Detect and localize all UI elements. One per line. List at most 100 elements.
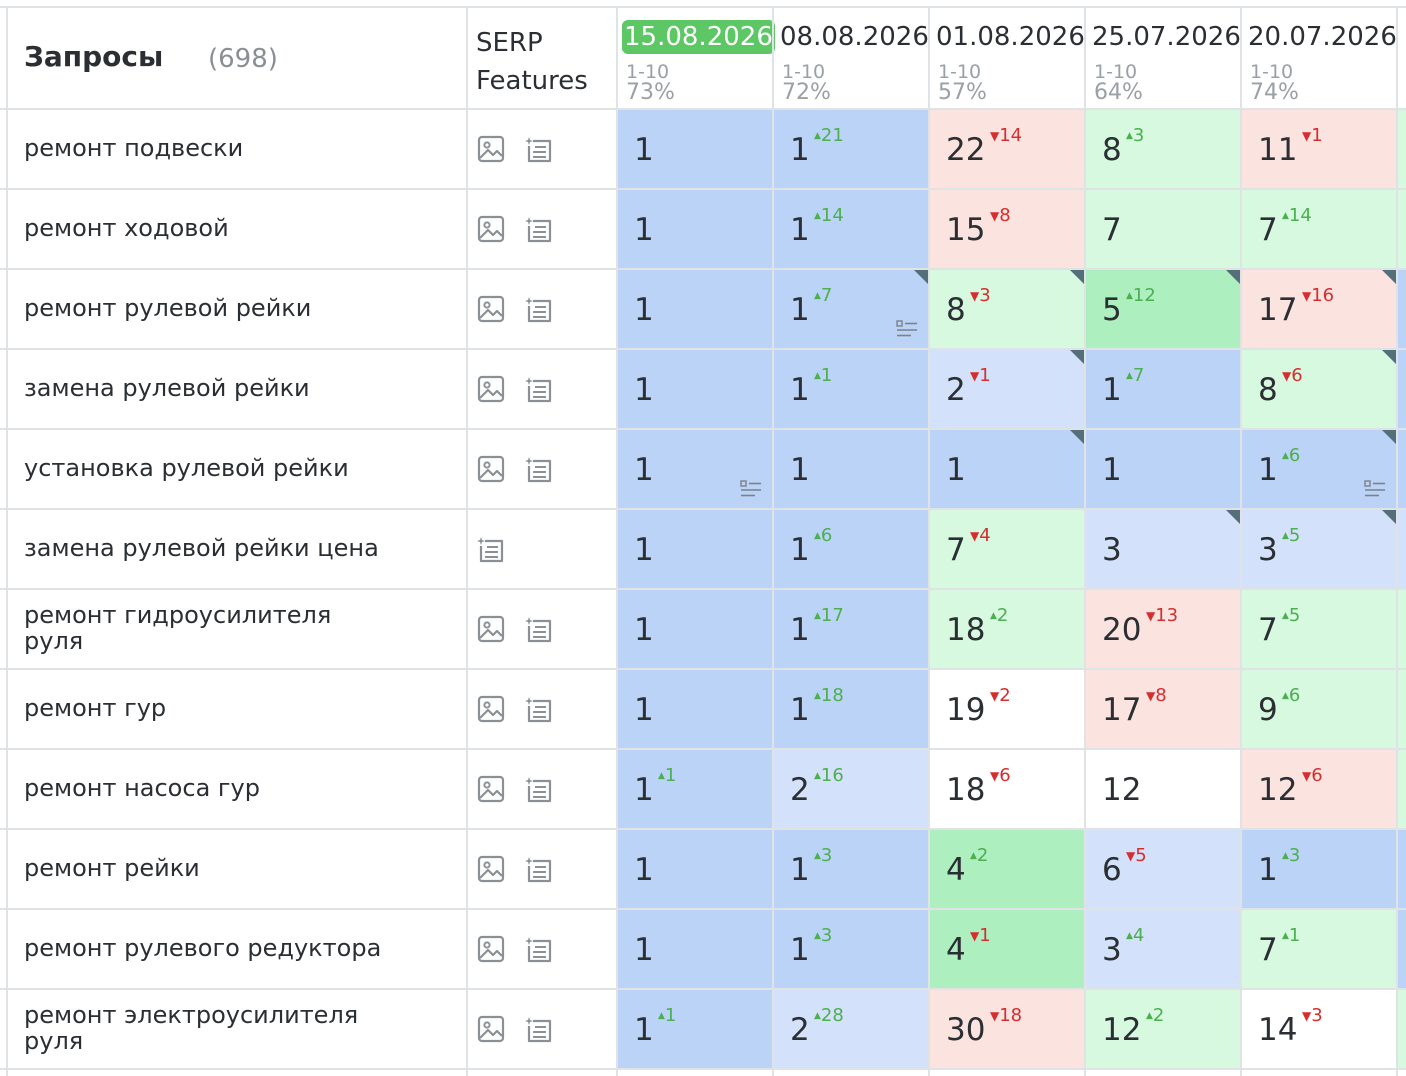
rank-cell[interactable]: [930, 588, 1084, 668]
rank-cell[interactable]: [618, 508, 772, 588]
query-text[interactable]: ремонт ходовой: [24, 214, 229, 242]
rank-cell[interactable]: [930, 988, 1084, 1068]
query-text[interactable]: ремонт гидроусилителя руля: [24, 602, 331, 654]
notes-corner-icon[interactable]: [1380, 508, 1396, 524]
rank-cell[interactable]: [930, 188, 1084, 268]
rank-cell[interactable]: [774, 988, 928, 1068]
rank-value: 1: [790, 212, 810, 248]
rank-cell[interactable]: [1086, 348, 1240, 428]
rank-cell[interactable]: [1242, 188, 1396, 268]
rank-cell[interactable]: [1242, 348, 1396, 428]
rank-cell[interactable]: [1242, 908, 1396, 988]
column-divider: [1084, 8, 1086, 1076]
rank-cell[interactable]: [1086, 188, 1240, 268]
rank-cell[interactable]: [930, 428, 1084, 508]
rank-cell[interactable]: [1242, 988, 1396, 1068]
notes-corner-icon[interactable]: [1380, 268, 1396, 284]
column-date-2[interactable]: 01.08.2026: [936, 22, 1085, 52]
notes-corner-icon[interactable]: [1068, 348, 1084, 364]
rank-change-up: ▲3: [1126, 127, 1144, 145]
rank-cell[interactable]: [1086, 268, 1240, 348]
rank-cell[interactable]: [774, 428, 928, 508]
query-text[interactable]: замена рулевой рейки цена: [24, 534, 379, 562]
rank-cell[interactable]: [774, 828, 928, 908]
rank-cell[interactable]: [930, 268, 1084, 348]
rank-cell[interactable]: [930, 748, 1084, 828]
rank-cell[interactable]: [618, 908, 772, 988]
rank-cell[interactable]: [1086, 588, 1240, 668]
rank-cell[interactable]: [774, 348, 928, 428]
notes-corner-icon[interactable]: [912, 268, 928, 284]
rank-cell[interactable]: [618, 268, 772, 348]
rank-change-down: ▼3: [970, 287, 991, 305]
column-date-3[interactable]: 25.07.2026: [1092, 22, 1241, 52]
rank-change-value: 14: [820, 205, 844, 226]
rank-value: 18: [946, 772, 986, 808]
rank-cell[interactable]: [618, 428, 772, 508]
rank-cell[interactable]: [774, 668, 928, 748]
query-text[interactable]: ремонт рейки: [24, 854, 200, 882]
rank-cell[interactable]: [1242, 108, 1396, 188]
rank-cell[interactable]: [618, 588, 772, 668]
rank-cell[interactable]: [930, 908, 1084, 988]
arrow-up-icon: ▲: [990, 611, 997, 621]
rank-change-down: ▼8: [990, 207, 1011, 225]
query-text[interactable]: ремонт насоса гур: [24, 774, 260, 802]
rank-cell[interactable]: [774, 508, 928, 588]
rank-cell[interactable]: [774, 268, 928, 348]
query-text[interactable]: ремонт подвески: [24, 134, 244, 162]
rank-change-value: 6: [1288, 445, 1301, 466]
rank-cell[interactable]: [1086, 828, 1240, 908]
column-date-1[interactable]: 08.08.2026: [780, 22, 929, 52]
rank-cell[interactable]: [930, 348, 1084, 428]
rank-cell[interactable]: [1242, 748, 1396, 828]
query-text[interactable]: замена рулевой рейки: [24, 374, 310, 402]
notes-corner-icon[interactable]: [1224, 508, 1240, 524]
rank-cell[interactable]: [774, 188, 928, 268]
query-text[interactable]: ремонт гур: [24, 694, 167, 722]
column-date-4[interactable]: 20.07.2026: [1248, 22, 1397, 52]
query-text[interactable]: ремонт рулевой рейки: [24, 294, 312, 322]
rank-cell[interactable]: [930, 508, 1084, 588]
rank-cell[interactable]: [1242, 828, 1396, 908]
rank-cell[interactable]: [774, 588, 928, 668]
rank-change-up: ▲1: [1282, 927, 1300, 945]
rank-cell[interactable]: [1086, 988, 1240, 1068]
rank-cell[interactable]: [618, 828, 772, 908]
rank-cell[interactable]: [1242, 588, 1396, 668]
rank-cell[interactable]: [618, 348, 772, 428]
header-queries-title[interactable]: Запросы: [24, 40, 164, 73]
rank-cell[interactable]: [618, 988, 772, 1068]
rank-cell[interactable]: [1086, 908, 1240, 988]
query-text[interactable]: ремонт электроусилителя руля: [24, 1002, 358, 1054]
notes-corner-icon[interactable]: [1068, 428, 1084, 444]
column-date-0[interactable]: 15.08.2026: [622, 20, 775, 54]
rank-change-up: ▲12: [1126, 287, 1156, 305]
rank-change-up: ▲18: [814, 687, 844, 705]
rank-cell[interactable]: [618, 668, 772, 748]
rank-cell[interactable]: [1242, 508, 1396, 588]
notes-corner-icon[interactable]: [1380, 348, 1396, 364]
rank-cell[interactable]: [618, 188, 772, 268]
rank-cell[interactable]: [1086, 508, 1240, 588]
notes-corner-icon[interactable]: [1068, 268, 1084, 284]
rank-cell[interactable]: [774, 108, 928, 188]
rank-cell[interactable]: [930, 108, 1084, 188]
rank-cell[interactable]: [930, 668, 1084, 748]
rank-cell[interactable]: [618, 748, 772, 828]
query-text[interactable]: ремонт рулевого редуктора: [24, 934, 382, 962]
rank-cell[interactable]: [1242, 268, 1396, 348]
notes-corner-icon[interactable]: [1380, 428, 1396, 444]
rank-cell[interactable]: [1086, 108, 1240, 188]
rank-cell[interactable]: [1086, 428, 1240, 508]
rank-cell[interactable]: [930, 828, 1084, 908]
notes-corner-icon[interactable]: [1224, 268, 1240, 284]
rank-cell[interactable]: [1242, 668, 1396, 748]
rank-cell[interactable]: [774, 908, 928, 988]
rank-cell[interactable]: [1086, 668, 1240, 748]
query-text[interactable]: установка рулевой рейки: [24, 454, 349, 482]
rank-cell[interactable]: [1086, 748, 1240, 828]
rank-cell[interactable]: [774, 748, 928, 828]
rank-cell[interactable]: [1242, 428, 1396, 508]
rank-cell[interactable]: [618, 108, 772, 188]
